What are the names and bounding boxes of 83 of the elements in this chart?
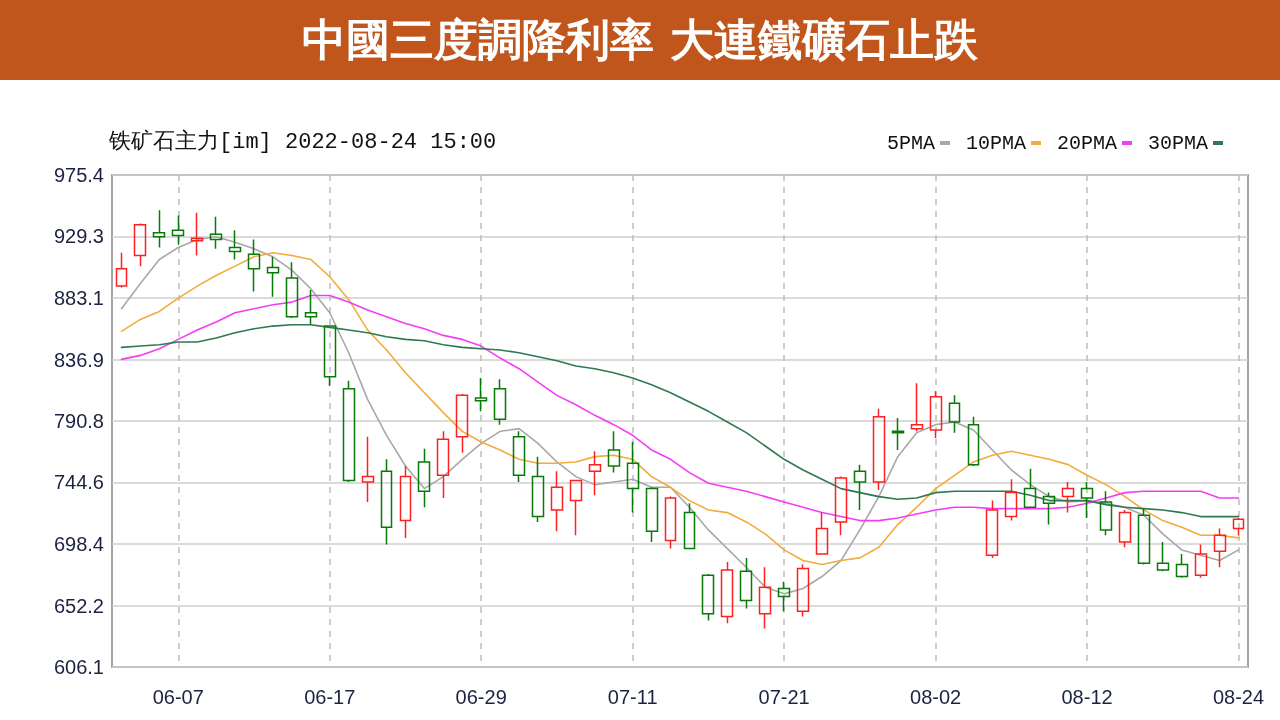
- candlestick: [1099, 490, 1113, 536]
- candlestick: [152, 209, 166, 249]
- x-tick-label: 08-12: [1061, 686, 1113, 708]
- candlestick: [380, 458, 393, 546]
- candlestick: [266, 256, 280, 298]
- candlestick: [1118, 509, 1132, 548]
- candlestick: [304, 289, 318, 326]
- x-tick-label: 07-11: [607, 686, 658, 708]
- candlestick: [550, 470, 564, 532]
- candlestick: [399, 465, 412, 539]
- candlestick: [171, 214, 185, 246]
- candlestick: [1080, 481, 1094, 519]
- candlestick: [455, 393, 469, 454]
- chart-subtitle: 铁矿石主力[im] 2022-08-24 15:00: [108, 128, 497, 155]
- candlestick: [1194, 543, 1208, 579]
- y-tick-label: 606.1: [53, 656, 104, 678]
- candlestick: [1213, 527, 1227, 568]
- candlestick: [645, 486, 659, 543]
- candlestick: [948, 394, 961, 434]
- y-tick-label: 790.8: [53, 409, 104, 432]
- x-tick-label: 07-21: [758, 686, 810, 708]
- candlestick: [777, 581, 791, 612]
- candlestick: [626, 441, 640, 514]
- x-tick-label: 06-29: [455, 686, 507, 708]
- candlestick: [228, 229, 242, 261]
- candlestick: [985, 499, 999, 559]
- candlestick: [323, 325, 337, 387]
- candlestick: [815, 511, 829, 555]
- candlestick: [1156, 541, 1170, 572]
- x-tick-label: 06-17: [304, 686, 356, 708]
- candlestick: [607, 430, 621, 474]
- candlestick: [436, 430, 450, 499]
- x-tick-label: 06-07: [152, 686, 204, 708]
- legend-label: 10PMA: [965, 131, 1026, 155]
- y-tick-label: 883.1: [53, 286, 104, 309]
- candlestick: [1061, 481, 1075, 514]
- candlestick: [834, 475, 848, 536]
- candlestick: [891, 417, 905, 451]
- candlestick: [190, 212, 204, 257]
- candlestick: [285, 261, 299, 319]
- y-tick-label: 929.3: [53, 225, 104, 248]
- legend-label: 20PMA: [1056, 131, 1117, 155]
- candlestick: [664, 495, 677, 550]
- y-tick-label: 836.9: [53, 348, 104, 371]
- candlestick: [739, 557, 753, 610]
- candlestick: [1023, 467, 1037, 509]
- y-tick-label: 975.4: [53, 164, 104, 186]
- candlestick: [1004, 478, 1018, 522]
- candlestick: [796, 563, 810, 618]
- candlestick: [910, 382, 924, 433]
- candlestick: [531, 455, 545, 523]
- candlestick: [758, 566, 772, 630]
- candlestick: [872, 407, 886, 491]
- candlestick: [247, 238, 261, 293]
- candlestick: [474, 377, 488, 413]
- candlestick: [701, 573, 715, 622]
- candlestick: [588, 450, 602, 497]
- candlestick: [1137, 507, 1151, 566]
- candlestick: [1232, 517, 1245, 536]
- x-tick-label: 08-02: [910, 686, 962, 708]
- candlestick: [417, 447, 431, 509]
- candlestick: [1175, 553, 1189, 579]
- candlestick: [493, 378, 507, 426]
- candlestick: [853, 463, 867, 511]
- candlestick: [361, 435, 375, 503]
- candlestick: [683, 502, 696, 550]
- candlestick: [967, 415, 980, 467]
- candlestick: [133, 222, 147, 267]
- candlestick: [342, 379, 356, 483]
- candlestick: [209, 216, 223, 250]
- chart-title: 中國三度調降利率 大連鐵礦石止跌: [0, 0, 1280, 80]
- candlestick: [720, 561, 734, 624]
- y-tick-label: 698.4: [53, 533, 104, 556]
- candlestick: [115, 252, 128, 289]
- y-tick-label: 744.6: [53, 471, 104, 494]
- candlestick: [1042, 491, 1056, 526]
- x-tick-label: 08-24: [1212, 686, 1265, 708]
- legend-label: 30PMA: [1147, 131, 1208, 155]
- legend-label: 5PMA: [886, 131, 935, 155]
- y-tick-label: 652.2: [53, 594, 104, 617]
- candlestick: [512, 430, 526, 483]
- candlestick: [929, 390, 943, 439]
- candlestick: [569, 479, 583, 536]
